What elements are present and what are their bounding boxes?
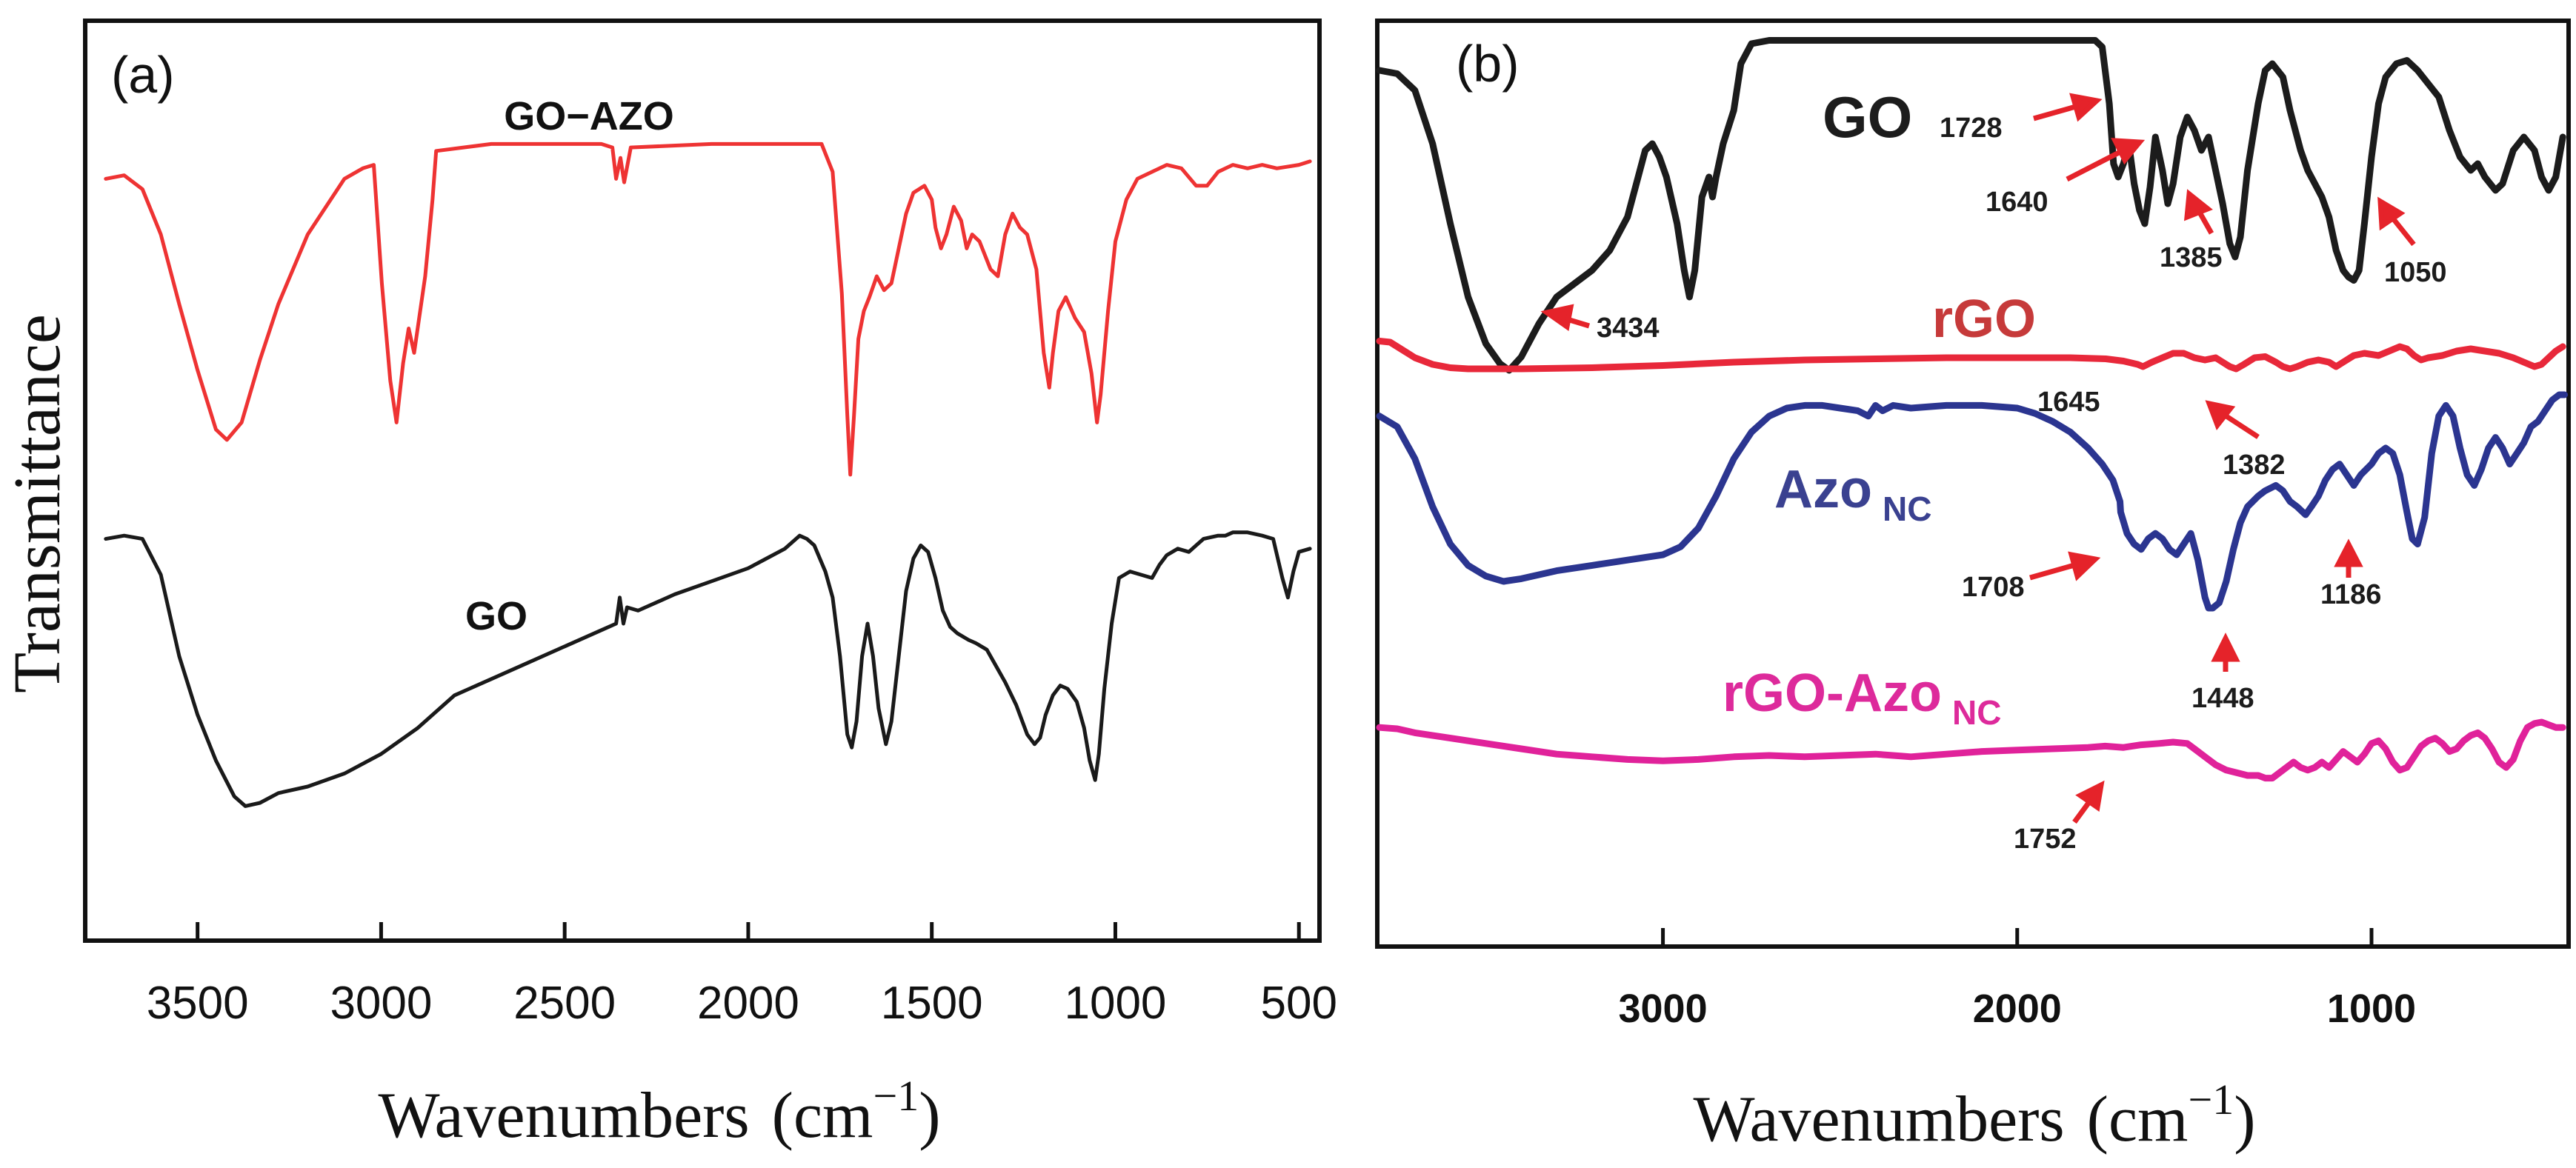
series-line-go-azo: [104, 141, 1312, 477]
annot-1448: 1448: [2191, 683, 2254, 714]
annot-1050: 1050: [2384, 257, 2447, 288]
panel-b-series: [1376, 37, 2569, 782]
annot-1382: 1382: [2223, 450, 2286, 481]
annot-1640: 1640: [1986, 187, 2049, 218]
panel-b-xlabel: Wavenumbers (cm−1): [1693, 1075, 2255, 1155]
panel-a-series-label-go-azo: GO−AZO: [504, 94, 674, 139]
x-tick-label-2000: 2000: [697, 978, 799, 1029]
panel-b-frame: [1375, 19, 2571, 949]
arrow-3434: [1540, 304, 1591, 331]
panel-b-x-ticks: 3000 2000 1000: [1618, 928, 2416, 1031]
panel-a-ylabel: Transmittance: [1, 314, 74, 693]
panel-b-label-go: GO: [1823, 84, 1912, 150]
annot-1385: 1385: [2160, 242, 2223, 273]
panel-b: (b) 3000 2000 1000 GO rGO Azo NC rGO-Azo NC …: [1375, 19, 2571, 1155]
series-line-rgo-azo-nc: [1376, 718, 2566, 782]
arrow-1752: [2072, 780, 2105, 824]
annot-1728: 1728: [1940, 113, 2003, 144]
panel-a-x-ticks: 3500 3000 2500 2000 1500 1000 500: [147, 922, 1337, 1029]
x-tick-label-1500: 1500: [881, 978, 983, 1029]
panel-a-xlabel: Wavenumbers (cm−1): [378, 1072, 940, 1152]
arrow-1385: [2183, 189, 2214, 235]
panel-a-label: (a): [111, 46, 175, 104]
panel-a-frame: [83, 19, 1322, 943]
x-tick-label-1000: 1000: [2327, 987, 2416, 1031]
arrow-1640: [2066, 138, 2146, 182]
x-tick-label-2500: 2500: [513, 978, 616, 1029]
panel-b-label-rgo: rGO: [1932, 290, 2036, 349]
series-line-go: [1376, 37, 2566, 374]
annot-1752: 1752: [2014, 824, 2077, 855]
x-tick-label-500: 500: [1260, 978, 1337, 1029]
x-tick-label-3000: 3000: [1618, 987, 1707, 1031]
annot-1186: 1186: [2320, 579, 2381, 610]
x-tick-label-3000: 3000: [330, 978, 432, 1029]
annot-1708: 1708: [1962, 572, 2025, 603]
arrow-1186: [2334, 538, 2363, 578]
x-tick-label-3500: 3500: [147, 978, 249, 1029]
arrow-1448: [2211, 633, 2240, 672]
arrow-1050: [2377, 196, 2416, 247]
x-tick-label-1000: 1000: [1064, 978, 1166, 1029]
series-line-go: [104, 530, 1312, 808]
arrow-1728: [2033, 93, 2103, 122]
annot-1645: 1645: [2037, 387, 2100, 418]
panel-a: (a) Transmittance 3500 3000 2500 2000 1500 10…: [1, 19, 1337, 1152]
arrow-1382: [2205, 400, 2260, 439]
arrow-1708: [2029, 551, 2101, 581]
series-line-rgo: [1376, 338, 2566, 373]
panel-a-series: [104, 141, 1312, 808]
panel-b-label-rgo-azo-nc: rGO-Azo NC: [1723, 664, 2001, 732]
annot-3434: 3434: [1597, 313, 1660, 344]
panel-a-series-label-go: GO: [465, 594, 527, 638]
series-line-azo-nc: [1376, 391, 2569, 612]
x-tick-label-2000: 2000: [1973, 987, 2062, 1031]
panel-b-label-azo-nc: Azo NC: [1774, 460, 1931, 528]
panel-b-label: (b): [1456, 35, 1520, 93]
